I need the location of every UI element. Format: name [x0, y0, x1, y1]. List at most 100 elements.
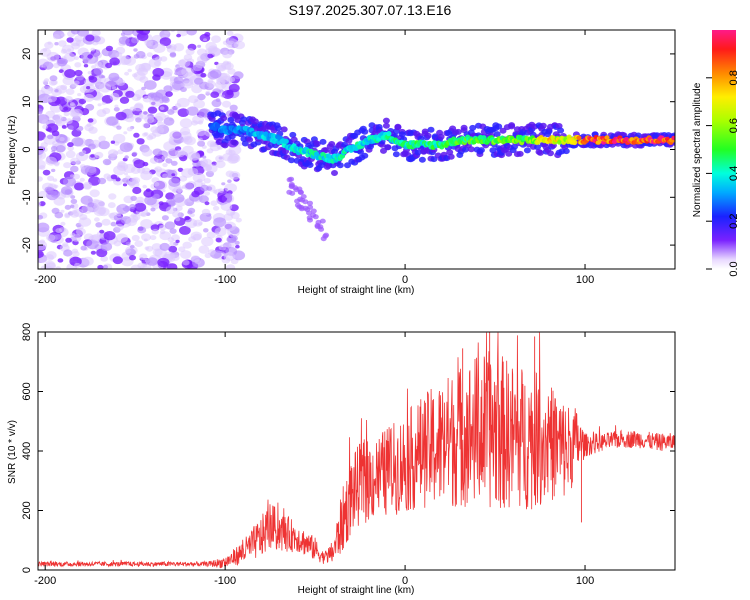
noise-blob [176, 33, 182, 38]
ridge-halo [313, 140, 321, 147]
noise-blob [230, 235, 238, 242]
noise-blob [204, 201, 210, 206]
noise-blob [74, 182, 85, 191]
signal-streak [302, 199, 309, 205]
noise-blob [116, 125, 122, 130]
noise-blob [149, 157, 159, 164]
ridge-halo [430, 156, 438, 163]
noise-blob [155, 56, 163, 62]
noise-blob [146, 257, 158, 266]
noise-blob [130, 195, 137, 201]
noise-blob [60, 33, 66, 37]
noise-blob [152, 67, 165, 77]
noise-blob [159, 37, 172, 46]
ridge-halo [319, 138, 327, 145]
spectrogram-x-axis-title: Height of straight line (km) [298, 285, 415, 296]
noise-blob [181, 168, 195, 178]
colorbar-tick-label: 0.2 [728, 214, 740, 229]
noise-blob [38, 146, 44, 156]
noise-blob [71, 108, 83, 118]
noise-blob [90, 47, 96, 52]
snr-y-tick-label: 0 [21, 567, 33, 573]
noise-blob [170, 160, 178, 166]
noise-blob [175, 217, 181, 222]
noise-blob [110, 157, 115, 161]
noise-blob [125, 90, 135, 98]
noise-blob [66, 37, 74, 43]
noise-blob [64, 96, 73, 103]
noise-blob [64, 204, 72, 210]
noise-blob [45, 254, 54, 261]
ridge-halo [241, 140, 249, 147]
noise-blob [125, 217, 137, 227]
noise-blob [108, 72, 120, 82]
noise-blob [42, 124, 49, 130]
noise-blob [140, 212, 147, 218]
noise-blob [38, 222, 50, 233]
noise-blob [91, 30, 101, 37]
ridge-halo [545, 128, 553, 135]
noise-blob [137, 226, 147, 234]
noise-blob [206, 80, 216, 88]
noise-blob [74, 62, 82, 68]
noise-blob [173, 43, 185, 52]
noise-blob [65, 150, 76, 159]
noise-blob [114, 223, 124, 231]
ridge-halo [523, 147, 531, 154]
noise-blob [63, 176, 76, 187]
ridge-halo [227, 116, 235, 123]
noise-blob [133, 159, 146, 169]
noise-blob [115, 212, 122, 217]
spectrogram-y-tick-label: -20 [21, 237, 33, 253]
noise-blob [46, 51, 60, 62]
noise-blob [169, 228, 177, 234]
noise-blob [129, 244, 135, 249]
colorbar-tick-label: 0.4 [728, 166, 740, 181]
noise-blob [98, 177, 107, 185]
noise-blob [169, 82, 175, 86]
ridge-halo [539, 122, 547, 129]
signal-streak [296, 186, 303, 192]
ridge-halo [467, 146, 475, 153]
noise-blob [235, 244, 240, 249]
noise-blob [226, 264, 236, 269]
noise-blob [183, 137, 189, 143]
noise-blob [114, 104, 119, 108]
ridge-halo [246, 136, 254, 143]
noise-blob [113, 107, 120, 112]
noise-blob [229, 171, 241, 180]
noise-blob [80, 166, 85, 170]
noise-blob [49, 75, 58, 82]
noise-blob [107, 149, 119, 158]
ridge-core [386, 131, 392, 137]
noise-blob [179, 225, 191, 235]
noise-blob [157, 121, 165, 128]
snr-y-tick-label: 400 [21, 442, 33, 460]
snr-x-axis-title: Height of straight line (km) [298, 585, 415, 596]
ridge-halo [437, 133, 445, 140]
noise-blob [105, 62, 113, 69]
ridge-halo [331, 170, 338, 176]
noise-blob [74, 35, 83, 42]
noise-blob [94, 217, 100, 222]
noise-blob [132, 186, 142, 195]
noise-blob [164, 221, 176, 230]
noise-blob [143, 80, 157, 90]
noise-blob [72, 173, 81, 180]
snr-y-tick-label: 800 [21, 323, 33, 341]
noise-blob [134, 202, 147, 212]
noise-blob [95, 222, 103, 228]
noise-blob [135, 196, 145, 204]
noise-blob [87, 118, 94, 123]
noise-blob [136, 138, 145, 145]
noise-blob [194, 259, 202, 265]
noise-blob [86, 239, 99, 250]
noise-blob [41, 119, 49, 125]
ridge-halo [427, 126, 435, 133]
ridge-core [576, 135, 582, 140]
noise-blob [224, 192, 233, 199]
noise-blob [197, 140, 206, 147]
noise-blob [175, 239, 180, 243]
noise-blob [99, 229, 105, 234]
